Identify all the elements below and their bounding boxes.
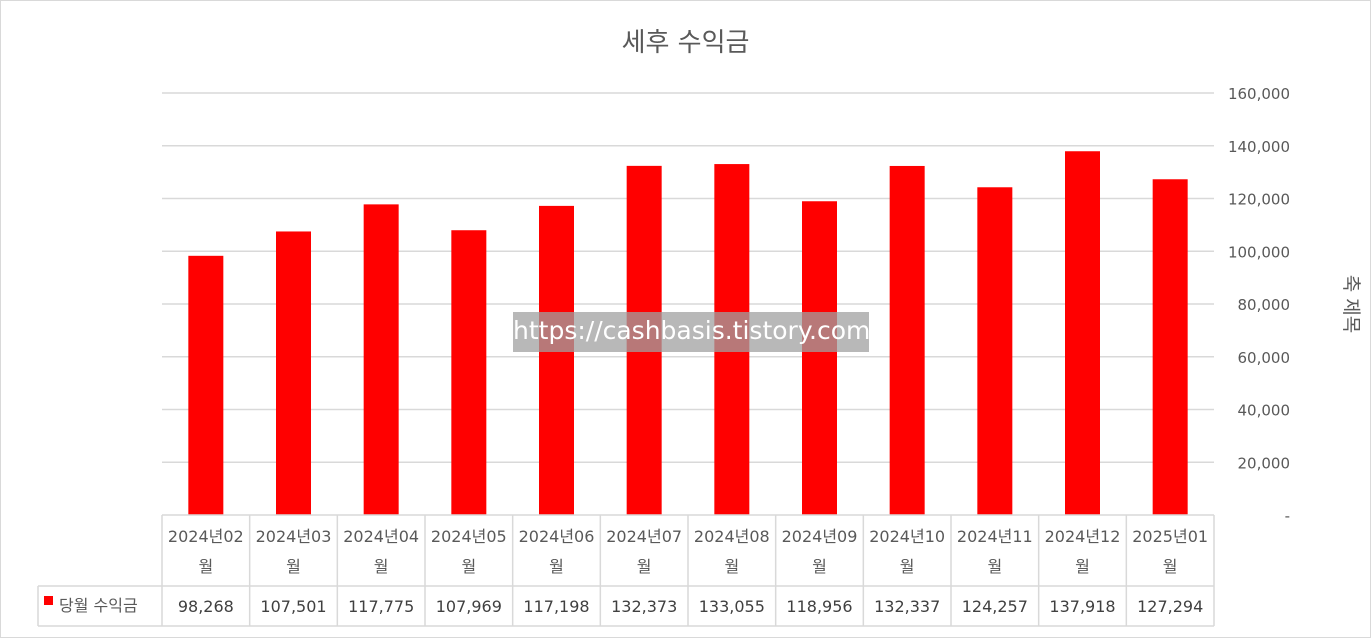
data-table-value: 118,956: [786, 597, 852, 616]
x-tick-label: 월: [724, 557, 739, 576]
x-tick-label: 2024년10: [869, 527, 945, 546]
x-tick-label: 월: [900, 557, 915, 576]
x-tick-label: 2025년01: [1132, 527, 1208, 546]
x-tick-label: 2024년06: [519, 527, 595, 546]
data-table-value: 124,257: [962, 597, 1028, 616]
y-tick-label: 160,000: [1228, 85, 1290, 103]
x-tick-label: 월: [1163, 557, 1178, 576]
x-tick-label: 월: [637, 557, 652, 576]
y-tick-label: -: [1285, 507, 1290, 525]
data-table-value: 117,775: [348, 597, 414, 616]
y-tick-label: 80,000: [1238, 296, 1291, 314]
y-tick-label: 20,000: [1238, 454, 1291, 472]
x-tick-label: 월: [549, 557, 564, 576]
bar: [1065, 151, 1100, 515]
y-tick-label: 60,000: [1238, 349, 1291, 367]
x-tick-label: 월: [987, 557, 1002, 576]
bar: [451, 230, 487, 516]
x-tick-label: 2024년02: [168, 527, 244, 546]
y-tick-label: 100,000: [1228, 243, 1290, 261]
data-table-value: 132,373: [611, 597, 677, 616]
bar: [188, 255, 224, 515]
x-tick-label: 월: [374, 557, 389, 576]
x-tick-label: 2024년12: [1045, 527, 1121, 546]
x-tick-label: 월: [286, 557, 301, 576]
data-table-value: 137,918: [1049, 597, 1115, 616]
chart-title: 세후 수익금: [621, 28, 750, 58]
x-tick-label: 월: [461, 557, 476, 576]
x-tick-label: 2024년03: [256, 527, 332, 546]
x-tick-label: 2024년04: [343, 527, 419, 546]
data-table-value: 127,294: [1137, 597, 1203, 616]
y-tick-label: 120,000: [1228, 191, 1290, 209]
data-table-value: 107,969: [436, 597, 502, 616]
bar: [363, 204, 399, 515]
bar: [276, 231, 311, 515]
x-tick-label: 2024년08: [694, 527, 770, 546]
legend-swatch: [44, 596, 53, 605]
data-table-value: 133,055: [699, 597, 765, 616]
data-table-value: 107,501: [260, 597, 326, 616]
legend-label: 당월 수익금: [59, 596, 138, 615]
data-table-value: 117,198: [523, 597, 589, 616]
x-tick-label: 2024년07: [606, 527, 682, 546]
y-tick-label: 40,000: [1238, 402, 1291, 420]
bar: [889, 165, 925, 515]
watermark-url: https://cashbasis.tistory.com: [513, 312, 870, 352]
x-tick-label: 2024년05: [431, 527, 507, 546]
bar: [802, 201, 837, 516]
bar: [1152, 179, 1188, 515]
bar: [977, 187, 1013, 515]
data-table-value: 132,337: [874, 597, 940, 616]
bar: [539, 205, 574, 516]
data-table-value: 98,268: [178, 597, 234, 616]
y-axis-title: 축 제목: [1340, 275, 1362, 333]
x-tick-label: 월: [198, 557, 213, 576]
x-tick-label: 월: [812, 557, 827, 576]
y-tick-label: 140,000: [1228, 138, 1290, 156]
x-tick-label: 월: [1075, 557, 1090, 576]
x-tick-label: 2024년09: [782, 527, 858, 546]
x-tick-label: 2024년11: [957, 527, 1033, 546]
